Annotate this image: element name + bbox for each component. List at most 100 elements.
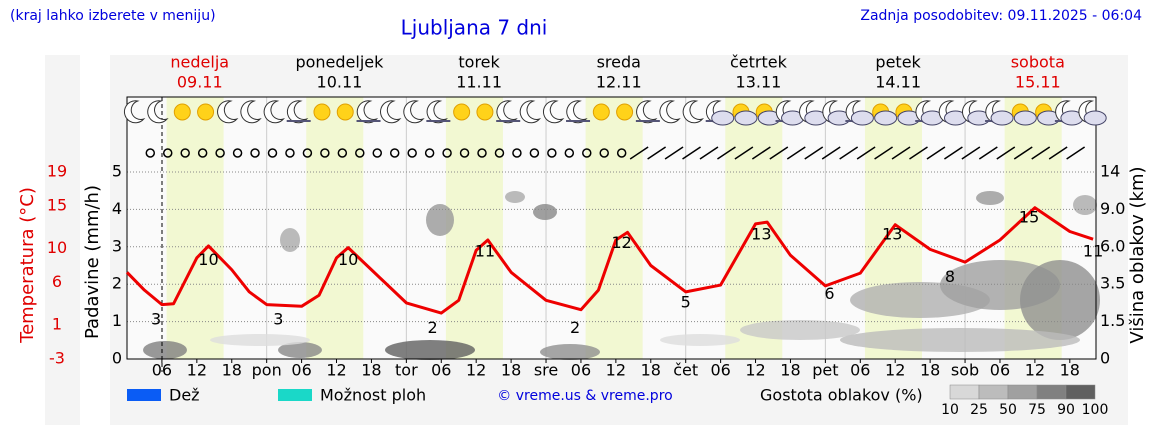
- cloud-density: [840, 328, 1080, 352]
- x-tick-label: 18: [501, 361, 521, 380]
- x-tick-label: 12: [606, 361, 626, 380]
- wind-calm: [145, 148, 156, 158]
- wind-barb: [996, 146, 1016, 160]
- cloud-density: [210, 334, 310, 346]
- x-tick-label: 06: [152, 361, 172, 380]
- moon-icon: [123, 100, 146, 124]
- sun-icon: [197, 103, 215, 121]
- wind-barb: [856, 146, 876, 160]
- left-strip: [45, 55, 80, 425]
- y2-tick-label: 1.5: [1100, 311, 1125, 330]
- cloud-icon: [990, 110, 1014, 126]
- day-name: sobota: [1011, 53, 1065, 72]
- wind-calm: [616, 148, 627, 158]
- x-tick-label: 06: [571, 361, 591, 380]
- cloud-icon: [1013, 110, 1037, 126]
- moon-icon: [147, 100, 169, 124]
- day-date: 12.11: [596, 73, 642, 92]
- x-tick-label: 06: [291, 361, 311, 380]
- cloud-density: [280, 228, 300, 252]
- cloud-density: [1020, 260, 1100, 340]
- wind-calm: [250, 148, 260, 158]
- cloud-scale-tick: 100: [1082, 402, 1109, 418]
- x-tick-label: 12: [326, 361, 346, 380]
- day-name: četrtek: [730, 53, 788, 72]
- cloud-icon: [1083, 110, 1107, 126]
- updated: Zadnja posodobitev: 09.11.2025 - 06:04: [860, 8, 1142, 24]
- wind-barb: [891, 146, 911, 160]
- sun-icon: [336, 103, 354, 121]
- wind-barb: [978, 146, 998, 160]
- moon-icon: [682, 100, 705, 124]
- day-band: [585, 97, 643, 359]
- cloud-icon: [874, 110, 898, 126]
- cloud-icon: [734, 110, 758, 126]
- temp-annotation: 11: [1083, 242, 1103, 261]
- x-tick-label: sre: [534, 361, 558, 380]
- cloud-density: [1073, 195, 1097, 215]
- y2-tick-label: 9.0: [1100, 199, 1125, 218]
- day-date: 13.11: [736, 73, 782, 92]
- moon-icon: [542, 100, 565, 124]
- precip-tick-label: 2: [112, 274, 122, 293]
- wind-barb: [717, 146, 736, 160]
- precip-tick-label: 5: [112, 162, 122, 181]
- x-tick-label: 18: [361, 361, 381, 380]
- wind-barb: [1066, 146, 1086, 160]
- temp-annotation: 2: [427, 318, 437, 337]
- moon-icon: [380, 100, 402, 124]
- cloud-scale-tick: 25: [970, 402, 988, 418]
- wind-calm: [494, 148, 505, 158]
- wind-calm: [372, 148, 383, 158]
- wind-calm: [267, 148, 278, 158]
- x-tick-label: pet: [812, 361, 838, 380]
- wind-calm: [547, 148, 557, 158]
- wind-barb: [821, 146, 841, 160]
- cloud-scale-title: Gostota oblakov (%): [760, 386, 923, 405]
- temp-annotation: 8: [945, 267, 955, 286]
- day-name: torek: [458, 53, 500, 72]
- wind-barb: [1031, 146, 1051, 160]
- day-date: 09.11: [177, 73, 223, 92]
- sun-icon: [313, 103, 331, 121]
- day-band: [166, 97, 224, 359]
- note: (kraj lahko izberete v meniju): [10, 8, 216, 24]
- x-tick-label: 12: [466, 361, 486, 380]
- moon-icon: [240, 100, 262, 124]
- day-name: ponedeljek: [295, 53, 384, 72]
- moon-icon: [263, 100, 285, 124]
- cloud-scale-tick: 10: [941, 402, 959, 418]
- cloud-icon: [711, 110, 735, 126]
- x-tick-label: 12: [885, 361, 905, 380]
- x-tick-label: 12: [1025, 361, 1045, 380]
- precip-tick-label: 4: [112, 199, 122, 218]
- wind-barb: [804, 146, 824, 160]
- legend-label: Možnost ploh: [320, 386, 426, 405]
- cloud-density: [505, 191, 525, 203]
- temp-tick-label: 10: [47, 238, 67, 257]
- temp-tick-label: 1: [52, 315, 62, 334]
- legend-swatch: [127, 389, 161, 401]
- wind-barb: [943, 146, 963, 160]
- wind-barb: [751, 146, 771, 160]
- x-tick-label: tor: [395, 361, 418, 380]
- wind-calm: [459, 148, 470, 158]
- temp-annotation: 2: [570, 318, 580, 337]
- wind-calm: [424, 148, 435, 158]
- x-tick-label: 06: [990, 361, 1010, 380]
- day-date: 10.11: [317, 73, 363, 92]
- wind-barb: [664, 146, 684, 160]
- wind-barb: [734, 146, 754, 160]
- cloud-scale-tick: 75: [1028, 402, 1046, 418]
- wind-barb: [769, 146, 789, 160]
- temp-axis-title: Temperatura (°C): [17, 187, 38, 344]
- x-tick-label: 12: [745, 361, 765, 380]
- cloud-density: [660, 334, 740, 346]
- x-tick-label: 06: [850, 361, 870, 380]
- temp-annotation: 12: [612, 233, 632, 252]
- cloud-scale-swatch: [1036, 384, 1067, 400]
- cloud-scale-tick: 90: [1057, 402, 1075, 418]
- moon-icon: [519, 100, 542, 124]
- day-date: 15.11: [1015, 73, 1061, 92]
